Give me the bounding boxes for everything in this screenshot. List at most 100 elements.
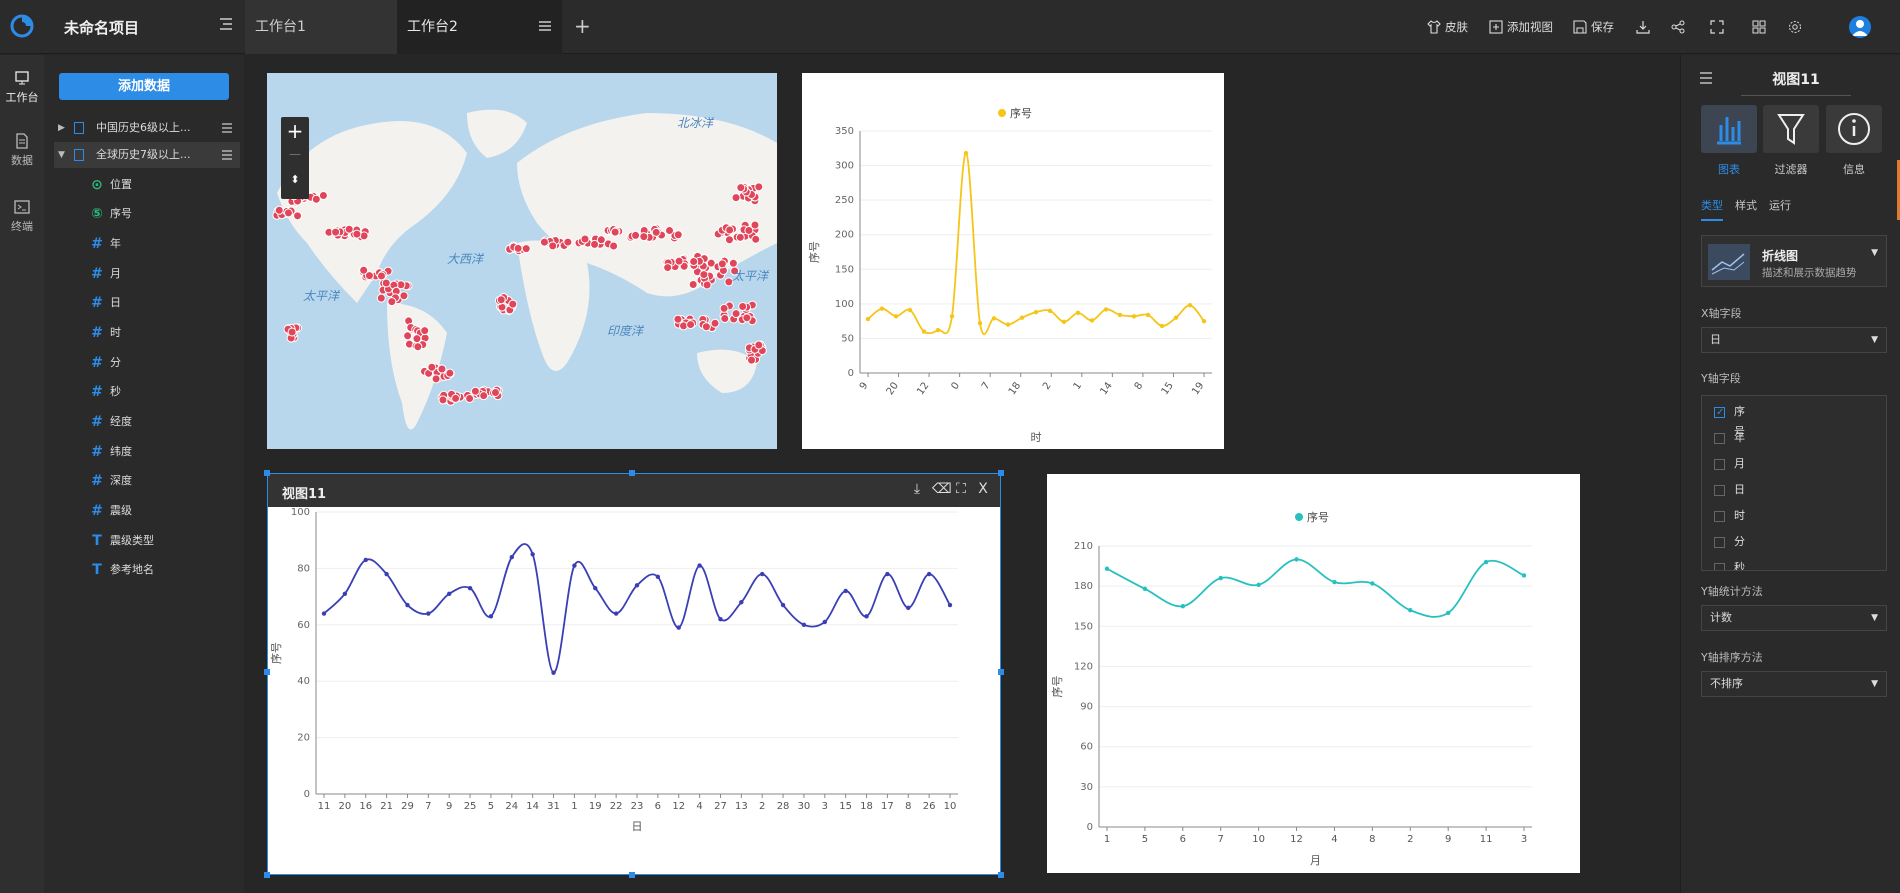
caret-down-icon[interactable]: ▼ [58,150,65,160]
earthquake-point[interactable] [413,342,423,352]
earthquake-point[interactable] [720,314,730,324]
earthquake-point[interactable] [311,194,321,204]
earthquake-point[interactable] [508,299,518,309]
panel-view-title[interactable]: 视图11 [1741,69,1851,96]
field-item[interactable]: # 时 [90,322,230,344]
field-item[interactable]: ⊙ 位置 [90,174,230,196]
field-item[interactable]: # 月 [90,263,230,285]
earthquake-point[interactable] [451,393,461,403]
checkbox[interactable] [1714,403,1725,423]
field-item[interactable]: T 参考地名 [90,559,230,581]
field-item[interactable]: # 年 [90,233,230,255]
project-menu-icon[interactable] [218,16,234,32]
earthquake-point[interactable] [689,257,699,267]
earthquake-point[interactable] [490,387,500,397]
earthquake-point[interactable] [735,232,745,242]
earthquake-point[interactable] [728,258,738,268]
checkbox[interactable] [1714,485,1725,496]
earthquake-point[interactable] [590,239,600,249]
selected-view-frame[interactable]: 视图11 ⤓ ⌫ ⛶ X 0 20 40 60 80 100 11 20 16 21 29 7 9 25 5… [264,470,1004,878]
stat-method-select[interactable]: 计数 ▼ [1701,605,1887,631]
settings-button[interactable] [1788,18,1802,36]
earthquake-point[interactable] [318,191,328,201]
chart-view-hour[interactable]: 0 50 100 150 200 250 300 350 9 20 12 0 7 18 2 1 14 8 15 19 序… [802,73,1224,449]
save-button[interactable]: 保存 [1573,18,1614,36]
earthquake-point[interactable] [754,340,764,350]
earthquake-point[interactable] [610,227,620,237]
earthquake-point[interactable] [465,394,475,404]
checkbox[interactable] [1714,511,1725,522]
world-map[interactable]: 北冰洋 大西洋 太平洋 太平洋 印度洋 [267,73,777,449]
field-item[interactable]: T 震级类型 [90,530,230,552]
earthquake-point[interactable] [539,237,549,247]
earthquake-point[interactable] [427,362,437,372]
add-data-button[interactable]: 添加数据 [59,73,229,100]
earthquake-point[interactable] [674,256,684,266]
earthquake-point[interactable] [521,244,531,254]
earthquake-point[interactable] [344,224,354,234]
panel-menu-icon[interactable] [1699,71,1713,85]
earthquake-point[interactable] [287,327,297,337]
resize-handle[interactable] [998,872,1004,878]
earthquake-point[interactable] [724,235,734,245]
earthquake-point[interactable] [665,226,675,236]
earthquake-point[interactable] [548,241,558,251]
earthquake-point[interactable] [686,320,696,330]
earthquake-point[interactable] [283,208,293,218]
earthquake-point[interactable] [699,270,709,280]
download-icon[interactable]: ⤓ [913,481,921,497]
earthquake-point[interactable] [751,234,761,244]
earthquake-point[interactable] [702,280,712,290]
earthquake-point[interactable] [420,326,430,336]
earthquake-point[interactable] [710,318,720,328]
user-avatar[interactable] [1849,16,1871,38]
field-item[interactable]: ⑤ 序号 [90,203,230,225]
x-field-select[interactable]: 日 ▼ [1701,327,1887,353]
earthquake-point[interactable] [596,235,606,245]
resize-handle[interactable] [629,872,635,878]
menu-icon[interactable] [222,150,232,160]
earthquake-point[interactable] [719,303,729,313]
earthquake-point[interactable] [293,211,303,221]
earthquake-point[interactable] [359,265,369,275]
menu-icon[interactable] [222,123,232,133]
earthquake-point[interactable] [651,227,661,237]
nav-terminal[interactable]: 终端 [0,199,44,234]
filter-tab-button[interactable] [1763,105,1819,153]
line-chart-hour[interactable]: 0 50 100 150 200 250 300 350 9 20 12 0 7 18 2 1 14 8 15 19 序… [802,73,1224,449]
earthquake-point[interactable] [673,230,683,240]
expand-icon[interactable]: ⛶ [956,481,966,497]
tab-menu-icon[interactable] [538,19,552,33]
field-item[interactable]: # 分 [90,352,230,374]
earthquake-point[interactable] [742,313,752,323]
earthquake-point[interactable] [673,314,683,324]
tab-workbench-2[interactable]: 工作台2 [397,0,562,54]
earthquake-point[interactable] [364,271,374,281]
earthquake-point[interactable] [744,225,754,235]
earthquake-point[interactable] [731,193,741,203]
earthquake-point[interactable] [352,229,362,239]
share-button[interactable] [1671,18,1685,36]
earthquake-point[interactable] [609,241,619,251]
dataset-item[interactable]: ▼ 全球历史7级以上... [54,142,240,168]
resize-handle[interactable] [264,470,270,476]
resize-handle[interactable] [998,669,1004,675]
earthquake-point[interactable] [731,309,741,319]
fullscreen-button[interactable] [1710,18,1724,36]
earthquake-point[interactable] [738,302,748,312]
compass-icon[interactable]: ⬍ [290,173,300,186]
earthquake-point[interactable] [331,227,341,237]
sort-method-select[interactable]: 不排序 ▼ [1701,671,1887,697]
add-view-button[interactable]: 添加视图 [1489,18,1553,36]
nav-workbench[interactable]: 工作台 [0,70,44,105]
tab-workbench-1[interactable]: 工作台1 [245,0,397,54]
download-button[interactable] [1636,18,1650,36]
layout-button[interactable] [1752,18,1766,36]
earthquake-point[interactable] [688,279,698,289]
field-item[interactable]: # 秒 [90,381,230,403]
earthquake-point[interactable] [639,232,649,242]
earthquake-point[interactable] [631,230,641,240]
earthquake-point[interactable] [445,368,455,378]
earthquake-point[interactable] [403,331,413,341]
earthquake-point[interactable] [470,386,480,396]
